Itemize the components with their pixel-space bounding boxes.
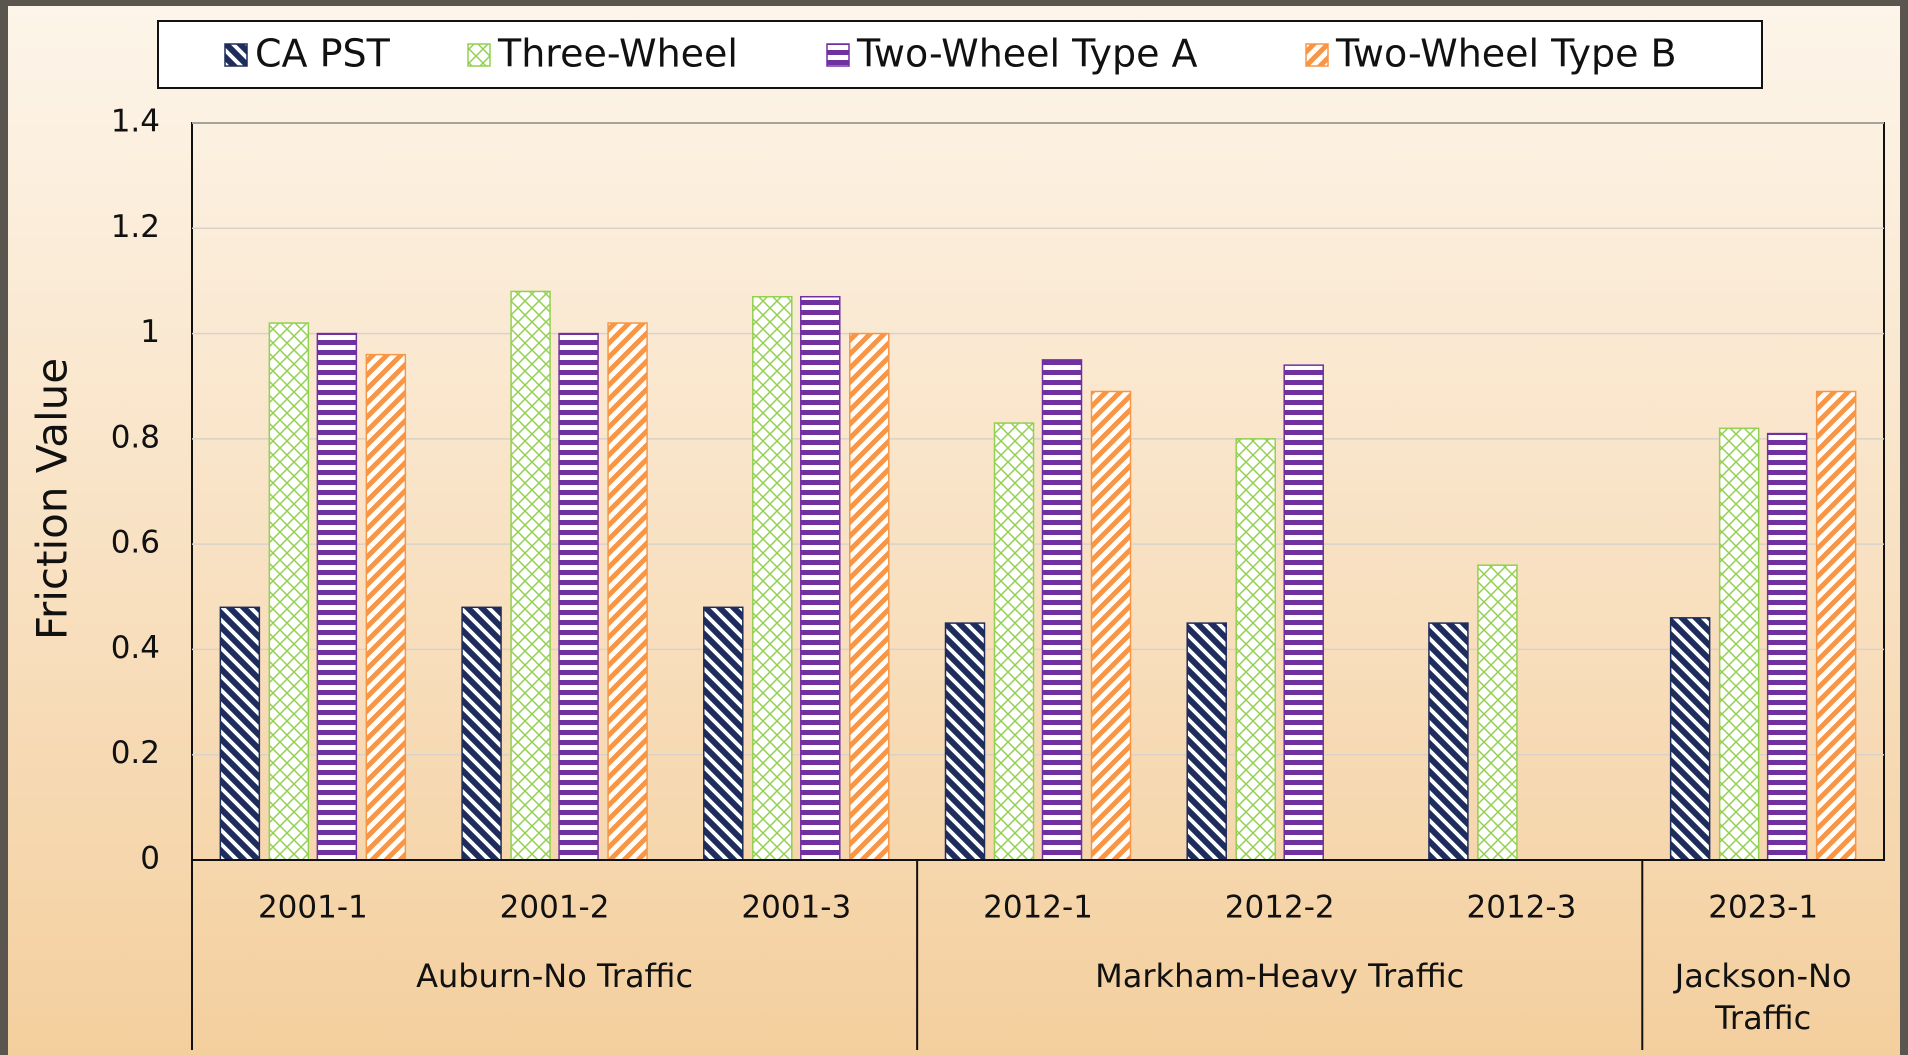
legend-box bbox=[157, 20, 1763, 89]
bar bbox=[1041, 359, 1083, 861]
legend-label: Two-Wheel Type A bbox=[856, 32, 1198, 76]
bar bbox=[558, 332, 599, 861]
bar bbox=[607, 322, 648, 861]
bar bbox=[1235, 438, 1276, 861]
legend-swatch bbox=[1305, 43, 1329, 67]
bar bbox=[1669, 617, 1711, 861]
legend-label: CA PST bbox=[255, 32, 391, 76]
x-tick-label: 2001-3 bbox=[741, 890, 851, 926]
bar bbox=[510, 290, 551, 861]
bar bbox=[1090, 390, 1132, 861]
bar bbox=[752, 295, 793, 861]
bar bbox=[461, 606, 502, 861]
legend-swatch bbox=[224, 43, 248, 67]
x-tick-label: 2001-2 bbox=[500, 890, 610, 926]
legend-swatch bbox=[826, 43, 850, 67]
y-tick-label: 1 bbox=[140, 314, 160, 350]
legend-label: Two-Wheel Type B bbox=[1335, 32, 1677, 76]
y-tick-label: 0.4 bbox=[111, 630, 160, 666]
y-tick-label: 0.8 bbox=[111, 419, 160, 455]
legend-label: Three-Wheel bbox=[497, 32, 738, 76]
legend-swatch bbox=[467, 43, 491, 67]
bar bbox=[944, 622, 986, 861]
x-tick-label: 2012-3 bbox=[1467, 890, 1577, 926]
bar bbox=[703, 606, 744, 861]
bar bbox=[1815, 390, 1857, 861]
bar bbox=[1186, 622, 1227, 861]
bar bbox=[316, 332, 358, 861]
y-tick-label: 0.2 bbox=[111, 735, 160, 771]
x-tick-label: 2001-1 bbox=[258, 890, 368, 926]
bar bbox=[268, 322, 310, 861]
bar bbox=[800, 295, 841, 861]
bar bbox=[1718, 427, 1760, 861]
bar bbox=[219, 606, 261, 861]
y-axis-label: Friction Value bbox=[28, 358, 77, 640]
bar bbox=[1428, 622, 1469, 861]
group-label: Markham-Heavy Traffic bbox=[1095, 957, 1465, 995]
group-label: Jackson-No Traffic bbox=[1674, 957, 1852, 1037]
x-tick-label: 2012-2 bbox=[1225, 890, 1335, 926]
bar bbox=[849, 332, 890, 861]
bar bbox=[365, 353, 407, 861]
bar bbox=[993, 422, 1035, 861]
group-label: Auburn-No Traffic bbox=[416, 957, 694, 995]
bar bbox=[1283, 364, 1324, 861]
bar bbox=[1766, 432, 1808, 861]
x-tick-label: 2012-1 bbox=[983, 890, 1093, 926]
y-tick-label: 1.2 bbox=[111, 209, 160, 245]
y-tick-label: 0.6 bbox=[111, 525, 160, 561]
y-tick-label: 1.4 bbox=[111, 104, 160, 140]
y-tick-label: 0 bbox=[140, 841, 160, 877]
bar bbox=[1477, 564, 1518, 861]
x-tick-label: 2023-1 bbox=[1708, 890, 1818, 926]
